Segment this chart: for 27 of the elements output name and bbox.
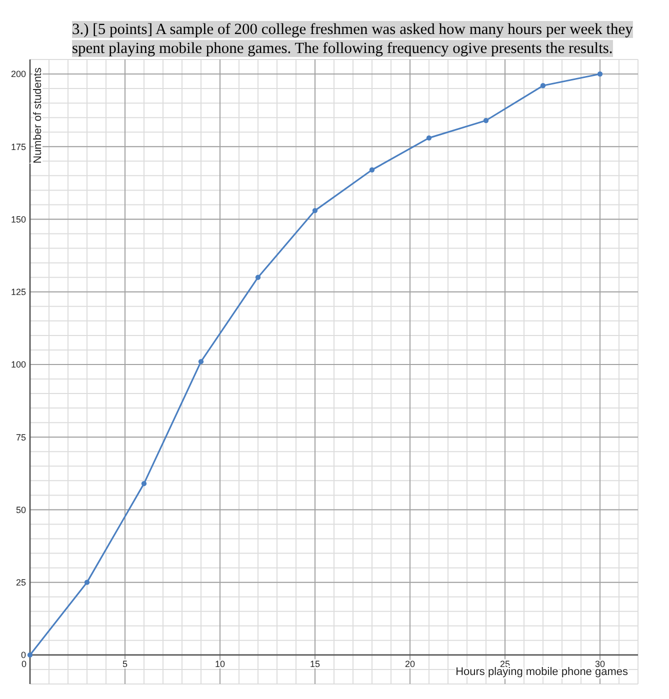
point [84, 580, 90, 585]
x-tick-label: 20 [404, 658, 416, 669]
point [27, 652, 33, 658]
y-tick-label: 125 [10, 287, 26, 298]
chart-title: 3.) [5 points] A sample of 200 college freshmen was asked how many hours per week they spent playing mobile phone games. The following frequency ogive presents the results. [72, 21, 633, 57]
point [483, 118, 489, 124]
y-tick-label: 50 [16, 504, 26, 515]
y-tick-label: 200 [10, 69, 26, 80]
y-tick-label: 25 [16, 577, 26, 588]
y-axis-title: Number of students [32, 67, 44, 164]
point [426, 135, 432, 141]
x-tick-label: 30 [594, 658, 606, 669]
y-tick-label: 100 [10, 360, 26, 370]
point [312, 208, 318, 214]
x-tick-label: 15 [310, 658, 320, 669]
point [369, 167, 375, 172]
y-tick-label: 175 [10, 142, 26, 152]
x-tick-label: 10 [214, 658, 226, 669]
point [198, 358, 204, 364]
point [141, 480, 147, 486]
point [597, 71, 603, 77]
point [540, 83, 546, 88]
x-tick-label: 5 [122, 658, 128, 669]
y-tick-label: 75 [16, 432, 26, 442]
y-tick-label: 0 [20, 650, 26, 660]
point [255, 274, 261, 280]
y-tick-label: 150 [10, 214, 26, 224]
